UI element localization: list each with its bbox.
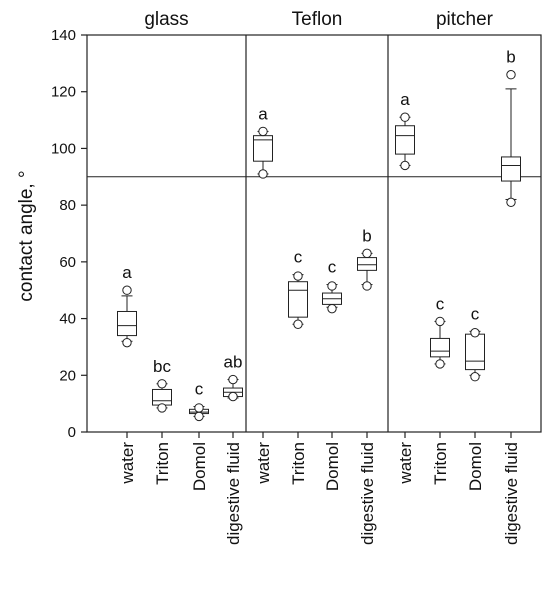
- iqr-box: [395, 125, 415, 155]
- significance-letter: c: [294, 248, 303, 267]
- iqr-box: [430, 337, 450, 358]
- significance-letter: b: [506, 48, 515, 67]
- panels: glass a bc c ab Teflon a c c b pitcher a c c b: [117, 9, 521, 422]
- outlier-point: [122, 337, 132, 348]
- y-tick-label: 20: [59, 367, 76, 384]
- outlier-point: [470, 328, 480, 338]
- y-tick-label: 100: [51, 140, 76, 157]
- x-tick-label: Triton: [153, 442, 172, 485]
- outlier-point: [293, 271, 303, 281]
- outlier-point: [258, 169, 268, 179]
- significance-letter: c: [436, 294, 445, 313]
- iqr-box: [117, 310, 137, 337]
- y-tick-label: 60: [59, 254, 76, 271]
- outlier-point: [157, 379, 167, 389]
- panel-title: glass: [144, 9, 188, 30]
- outlier-point: [506, 70, 516, 80]
- outlier-point: [362, 281, 372, 291]
- iqr-box: [288, 281, 308, 318]
- outlier-point: [400, 112, 410, 122]
- outlier-point: [228, 374, 238, 385]
- significance-letter: a: [258, 104, 268, 123]
- box-water: a: [117, 263, 137, 348]
- x-tick-label: water: [118, 442, 137, 485]
- x-tick-label: water: [254, 442, 273, 485]
- significance-letter: c: [328, 258, 337, 277]
- box-water: a: [253, 104, 273, 179]
- outlier-point: [228, 391, 238, 402]
- y-axis-label: contact angle, °: [16, 170, 37, 301]
- y-tick-label: 40: [59, 311, 76, 328]
- outlier-point: [327, 281, 337, 291]
- x-tick-label: Triton: [289, 442, 308, 485]
- outlier-point: [122, 285, 132, 295]
- outlier-point: [362, 248, 372, 259]
- significance-letter: c: [195, 379, 204, 398]
- outlier-point: [157, 403, 167, 413]
- x-tick-label: digestive fluid: [224, 442, 243, 545]
- box-triton: c: [288, 248, 308, 329]
- x-tick-label: Domol: [466, 442, 485, 491]
- box-triton: c: [430, 294, 450, 369]
- outlier-point: [194, 403, 204, 413]
- x-tick-label: Triton: [431, 442, 450, 485]
- iqr-box: [152, 388, 172, 406]
- panel-teflon: Teflon a c c b: [253, 9, 377, 329]
- plot-frame: [86, 34, 542, 433]
- significance-letter: a: [122, 263, 132, 282]
- significance-letter: ab: [224, 353, 243, 372]
- box-digestive-fluid: b: [501, 48, 521, 208]
- y-tick-label: 120: [51, 84, 76, 101]
- iqr-box: [357, 257, 377, 271]
- iqr-box: [501, 156, 521, 182]
- iqr-box: [465, 333, 485, 371]
- outlier-point: [258, 126, 268, 137]
- outlier-point: [470, 372, 480, 382]
- y-axis: 0 20 40 60 80 100 120 140: [51, 27, 87, 441]
- y-tick-label: 140: [51, 27, 76, 44]
- panel-title: pitcher: [436, 9, 494, 30]
- plot-border: [86, 34, 542, 433]
- panel-pitcher: pitcher a c c b: [395, 9, 521, 382]
- panel-glass: glass a bc c ab: [117, 9, 243, 422]
- outlier-point: [293, 319, 303, 329]
- x-axis: water Triton Domol digestive fluid water Trit…: [118, 432, 521, 545]
- box-digestive-fluid: b: [357, 226, 377, 291]
- x-tick-label: Domol: [323, 442, 342, 491]
- significance-letter: b: [362, 226, 371, 245]
- x-tick-label: Domol: [190, 442, 209, 491]
- panel-title: Teflon: [292, 9, 343, 30]
- box-domol: c: [465, 304, 485, 382]
- outlier-point: [435, 316, 445, 327]
- x-tick-label: water: [396, 442, 415, 485]
- significance-letter: bc: [153, 357, 171, 376]
- outlier-point: [506, 197, 516, 208]
- x-tick-label: digestive fluid: [502, 442, 521, 545]
- significance-letter: c: [471, 304, 480, 323]
- box-domol: c: [322, 258, 342, 314]
- significance-letter: a: [400, 90, 410, 109]
- outlier-point: [435, 359, 445, 369]
- box-water: a: [395, 90, 415, 171]
- box-domol: c: [189, 379, 209, 422]
- y-tick-label: 0: [68, 424, 76, 441]
- outlier-point: [194, 411, 204, 422]
- outlier-point: [400, 160, 410, 171]
- box-triton: bc: [152, 357, 172, 413]
- y-tick-label: 80: [59, 197, 76, 214]
- outlier-point: [327, 303, 337, 314]
- box-digestive-fluid: ab: [223, 353, 243, 402]
- x-tick-label: digestive fluid: [358, 442, 377, 545]
